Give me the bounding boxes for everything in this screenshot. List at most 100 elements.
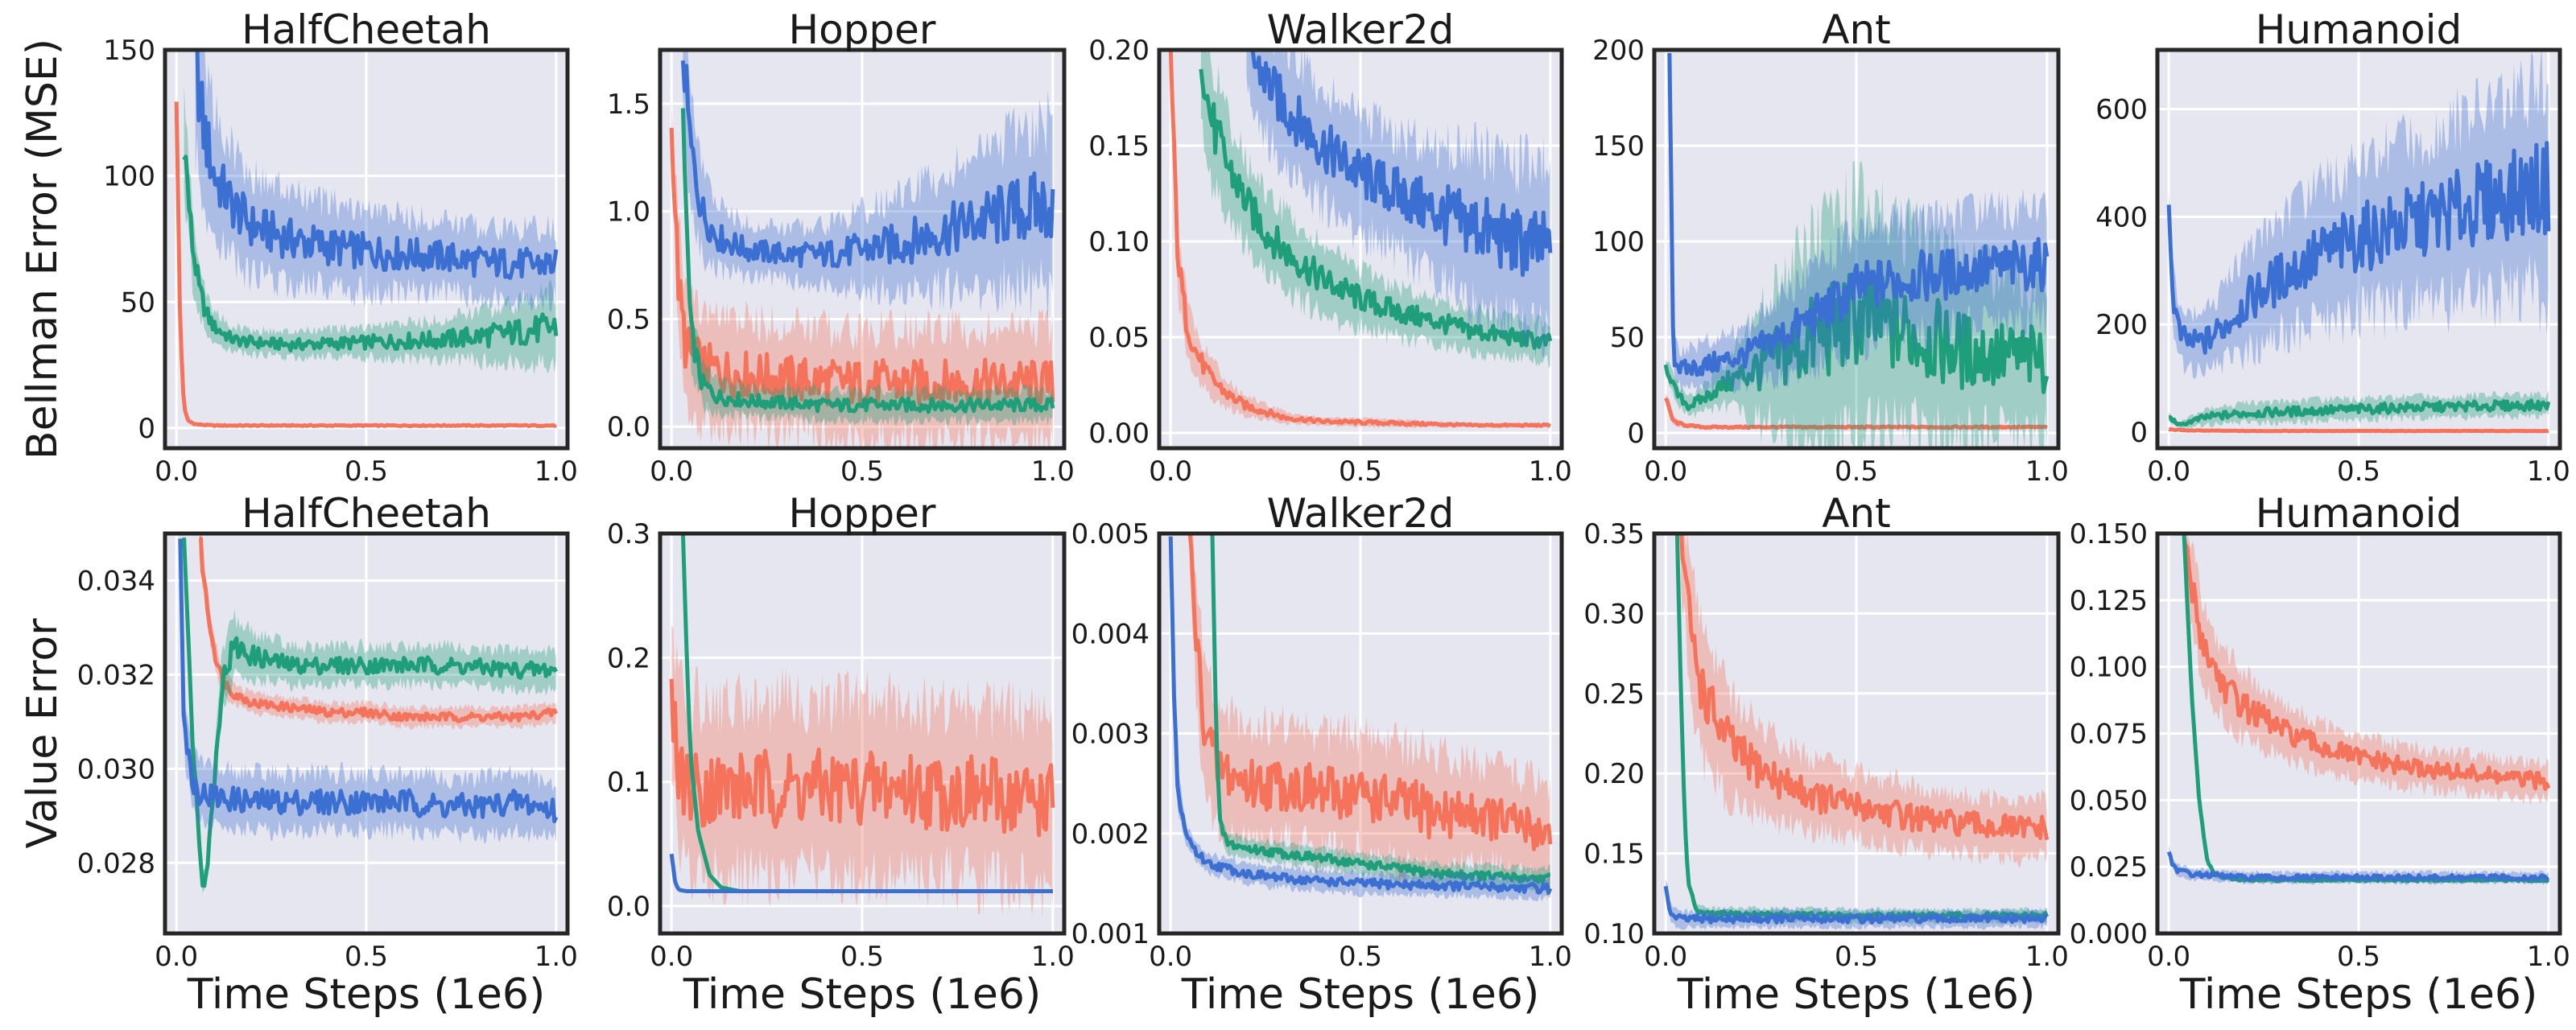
y-tick-label: 0.30 [1583,598,1645,630]
y-tick-label: 0.3 [607,518,650,550]
series-line-blue [669,853,1054,893]
y-tick-label: 50 [1610,322,1645,354]
panel-title: Ant [1822,6,1891,53]
y-tick-label: 0.0 [607,411,650,443]
plot-frame [1157,531,1564,936]
plot-frame [2155,47,2562,451]
x-tick-label: 0.0 [1644,941,1687,973]
panel-title: HalfCheetah [242,6,491,53]
panel-title: Humanoid [2256,6,2462,53]
y-tick-label: 150 [1592,130,1645,163]
y-tick-label: 100 [103,161,155,193]
panel-0-0: 0.0 0.5 1.0 0 50 100 150 HalfCheetah [103,6,578,488]
y-tick-label: 0.2 [607,642,650,674]
y-tick-label: 100 [1592,226,1645,258]
y-tick-label: 0.002 [1071,818,1150,851]
panel-title: HalfCheetah [242,490,491,537]
x-tick-label: 0.5 [840,941,884,973]
panel-title: Walker2d [1267,6,1455,53]
y-tick-label: 0.25 [1583,678,1645,711]
x-tick-label: 1.0 [2025,455,2069,488]
x-tick-label: 1.0 [1529,941,1572,973]
series-line-blue [178,538,559,824]
x-tick-label: 0.5 [1339,455,1382,488]
x-tick-label: 0.0 [2147,941,2190,973]
x-axis-label: Time Steps (1e6) [2179,970,2538,1019]
y-tick-label: 0.20 [1088,35,1150,67]
series-line-orange [174,101,557,428]
series-line-green [680,108,1055,414]
x-tick-label: 0.5 [345,941,388,973]
y-tick-label: 0 [2130,417,2148,449]
panel-1-3: 0.0 0.5 1.0 0.10 0.15 0.20 0.25 0.30 0.35 Ant Time… [1583,490,2069,1019]
plot-frame [658,531,1067,936]
x-tick-label: 0.5 [1835,941,1878,973]
y-tick-label: 0 [138,413,155,445]
panel-1-0: 0.0 0.5 1.0 0.028 0.030 0.032 0.034 HalfCheetah… [77,490,578,1019]
x-tick-label: 0.0 [650,941,693,973]
series-line-orange [2168,426,2549,434]
y-tick-label: 200 [1592,35,1645,67]
series-line-orange [1168,50,1551,428]
series-band-blue [180,534,556,844]
x-tick-label: 0.5 [1835,455,1878,488]
series-line-orange [1187,534,1553,851]
series-line-blue [1663,885,2049,925]
series-band-orange [199,534,556,730]
row-0-ylabel: Bellman Error (MSE) [19,39,67,459]
y-tick-label: 0.125 [2070,585,2148,617]
x-tick-label: 0.0 [1644,455,1687,488]
series-line-blue [2166,851,2550,882]
y-tick-label: 0.004 [1071,618,1150,650]
x-tick-label: 0.0 [1149,455,1192,488]
y-tick-label: 150 [103,35,155,67]
y-tick-label: 1.0 [607,196,650,229]
x-tick-label: 0.0 [1149,941,1192,973]
y-tick-label: 0.150 [2070,518,2148,550]
x-tick-label: 0.0 [155,941,198,973]
series-line-green [1210,534,1551,885]
plot-frame [163,531,570,936]
plot-frame [658,47,1067,451]
series-band-green [1212,534,1550,892]
panel-0-1: 0.0 0.5 1.0 0.0 0.5 1.0 1.5 Hopper [607,6,1075,488]
panel-title: Hopper [789,490,936,537]
series-line-blue [1168,536,1553,895]
series-line-orange [2182,537,2551,791]
y-tick-label: 600 [2095,94,2148,126]
x-tick-label: 0.5 [1339,941,1382,973]
x-tick-label: 1.0 [1031,941,1075,973]
series-line-green [1663,273,2050,411]
x-tick-label: 0.5 [345,455,388,488]
panel-0-4: 0.0 0.5 1.0 0 200 400 600 Humanoid [2095,6,2570,488]
x-tick-label: 1.0 [2025,941,2069,973]
row-1-ylabel: Value Error [19,618,67,849]
x-tick-label: 1.0 [2527,455,2570,488]
y-tick-label: 0.075 [2070,719,2148,751]
y-tick-label: 0 [1627,418,1645,450]
x-tick-label: 0.0 [2147,455,2190,488]
series-line-blue [2166,141,2551,355]
series-line-orange [1663,397,2048,431]
x-tick-label: 0.5 [840,455,884,488]
y-tick-label: 400 [2095,201,2148,233]
x-axis-label: Time Steps (1e6) [187,970,546,1019]
series-line-green [1199,68,1553,350]
y-tick-label: 0.003 [1071,719,1150,751]
x-tick-label: 1.0 [1529,455,1572,488]
y-tick-label: 0.028 [77,847,155,880]
y-tick-label: 0.0 [607,891,650,923]
x-axis-label: Time Steps (1e6) [683,970,1042,1019]
series-line-blue [1667,53,2050,377]
x-tick-label: 0.5 [2337,941,2380,973]
x-tick-label: 1.0 [535,941,578,973]
x-tick-label: 0.5 [2337,455,2380,488]
series-band-orange [671,624,1053,921]
series-line-green [182,154,559,352]
y-tick-label: 0.034 [77,565,155,597]
plot-frame [163,47,570,451]
panel-1-2: 0.0 0.5 1.0 0.001 0.002 0.003 0.004 0.005 Walker… [1071,490,1572,1019]
y-tick-label: 0.5 [607,303,650,336]
series-line-green [2168,398,2551,427]
